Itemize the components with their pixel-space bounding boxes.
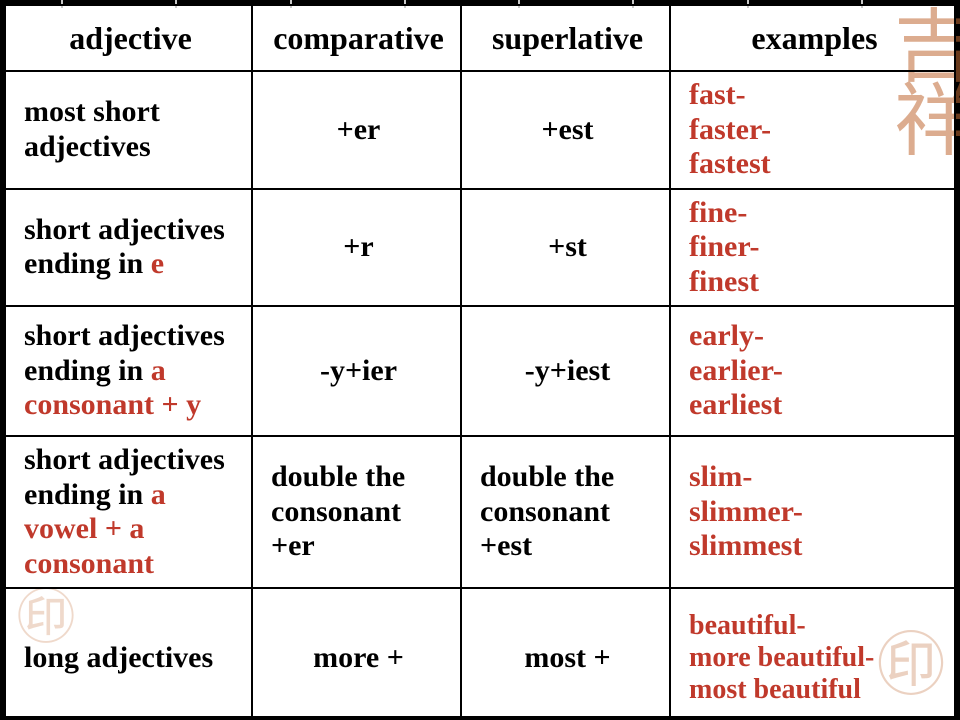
cell-comparative: more +	[252, 588, 461, 720]
grammar-table: adjective comparative superlative exampl…	[4, 4, 956, 720]
example-line: fine-	[689, 196, 940, 231]
example-line: faster-	[689, 113, 940, 148]
adjective-text: most short adjectives	[24, 95, 160, 163]
cell-adjective: most short adjectives	[5, 71, 252, 189]
adjective-text: short adjectives ending in	[24, 443, 225, 511]
cell-superlative: +est	[461, 71, 670, 189]
cell-adjective: short adjectives ending in a consonant +…	[5, 306, 252, 436]
cell-adjective: short adjectives ending in a vowel + a c…	[5, 436, 252, 588]
cell-comparative: +r	[252, 189, 461, 307]
adjective-text: short adjectives ending in	[24, 319, 225, 387]
table-row: short adjectives ending in a consonant +…	[5, 306, 955, 436]
cell-comparative: +er	[252, 71, 461, 189]
adjective-text: short adjectives ending in	[24, 213, 225, 281]
example-line: earliest	[689, 388, 940, 423]
cell-adjective: short adjectives ending in e	[5, 189, 252, 307]
slide-container: 吉祥 ㊞ ㊞ adjective comparative superlative…	[0, 0, 960, 720]
cell-superlative: +st	[461, 189, 670, 307]
cell-examples: early- earlier- earliest	[670, 306, 955, 436]
example-line: early-	[689, 319, 940, 354]
table-row: short adjectives ending in a vowel + a c…	[5, 436, 955, 588]
adjective-highlight: e	[151, 247, 164, 280]
table-row: long adjectives more + most + beautiful-…	[5, 588, 955, 720]
cell-examples: beautiful- more beautiful- most beautifu…	[670, 588, 955, 720]
example-line: finest	[689, 265, 940, 300]
table-row: most short adjectives +er +est fast- fas…	[5, 71, 955, 189]
table-header-row: adjective comparative superlative exampl…	[5, 5, 955, 71]
example-line: earlier-	[689, 354, 940, 389]
col-header-comparative: comparative	[252, 5, 461, 71]
example-line: more beautiful-	[689, 642, 940, 674]
cell-comparative: double the consonant +er	[252, 436, 461, 588]
cell-superlative: most +	[461, 588, 670, 720]
example-line: most beautiful	[689, 674, 940, 706]
table-row: short adjectives ending in e +r +st fine…	[5, 189, 955, 307]
cell-examples: fine- finer- finest	[670, 189, 955, 307]
cell-superlative: double the consonant +est	[461, 436, 670, 588]
example-line: fast-	[689, 78, 940, 113]
col-header-adjective: adjective	[5, 5, 252, 71]
example-line: finer-	[689, 230, 940, 265]
example-line: slimmest	[689, 529, 940, 564]
example-line: slim-	[689, 460, 940, 495]
cell-comparative: -y+ier	[252, 306, 461, 436]
cell-examples: fast- faster- fastest	[670, 71, 955, 189]
example-line: slimmer-	[689, 495, 940, 530]
cell-superlative: -y+iest	[461, 306, 670, 436]
example-line: fastest	[689, 147, 940, 182]
example-line: beautiful-	[689, 610, 940, 642]
cell-examples: slim- slimmer- slimmest	[670, 436, 955, 588]
col-header-superlative: superlative	[461, 5, 670, 71]
col-header-examples: examples	[670, 5, 955, 71]
cell-adjective: long adjectives	[5, 588, 252, 720]
adjective-text: long adjectives	[24, 641, 213, 674]
